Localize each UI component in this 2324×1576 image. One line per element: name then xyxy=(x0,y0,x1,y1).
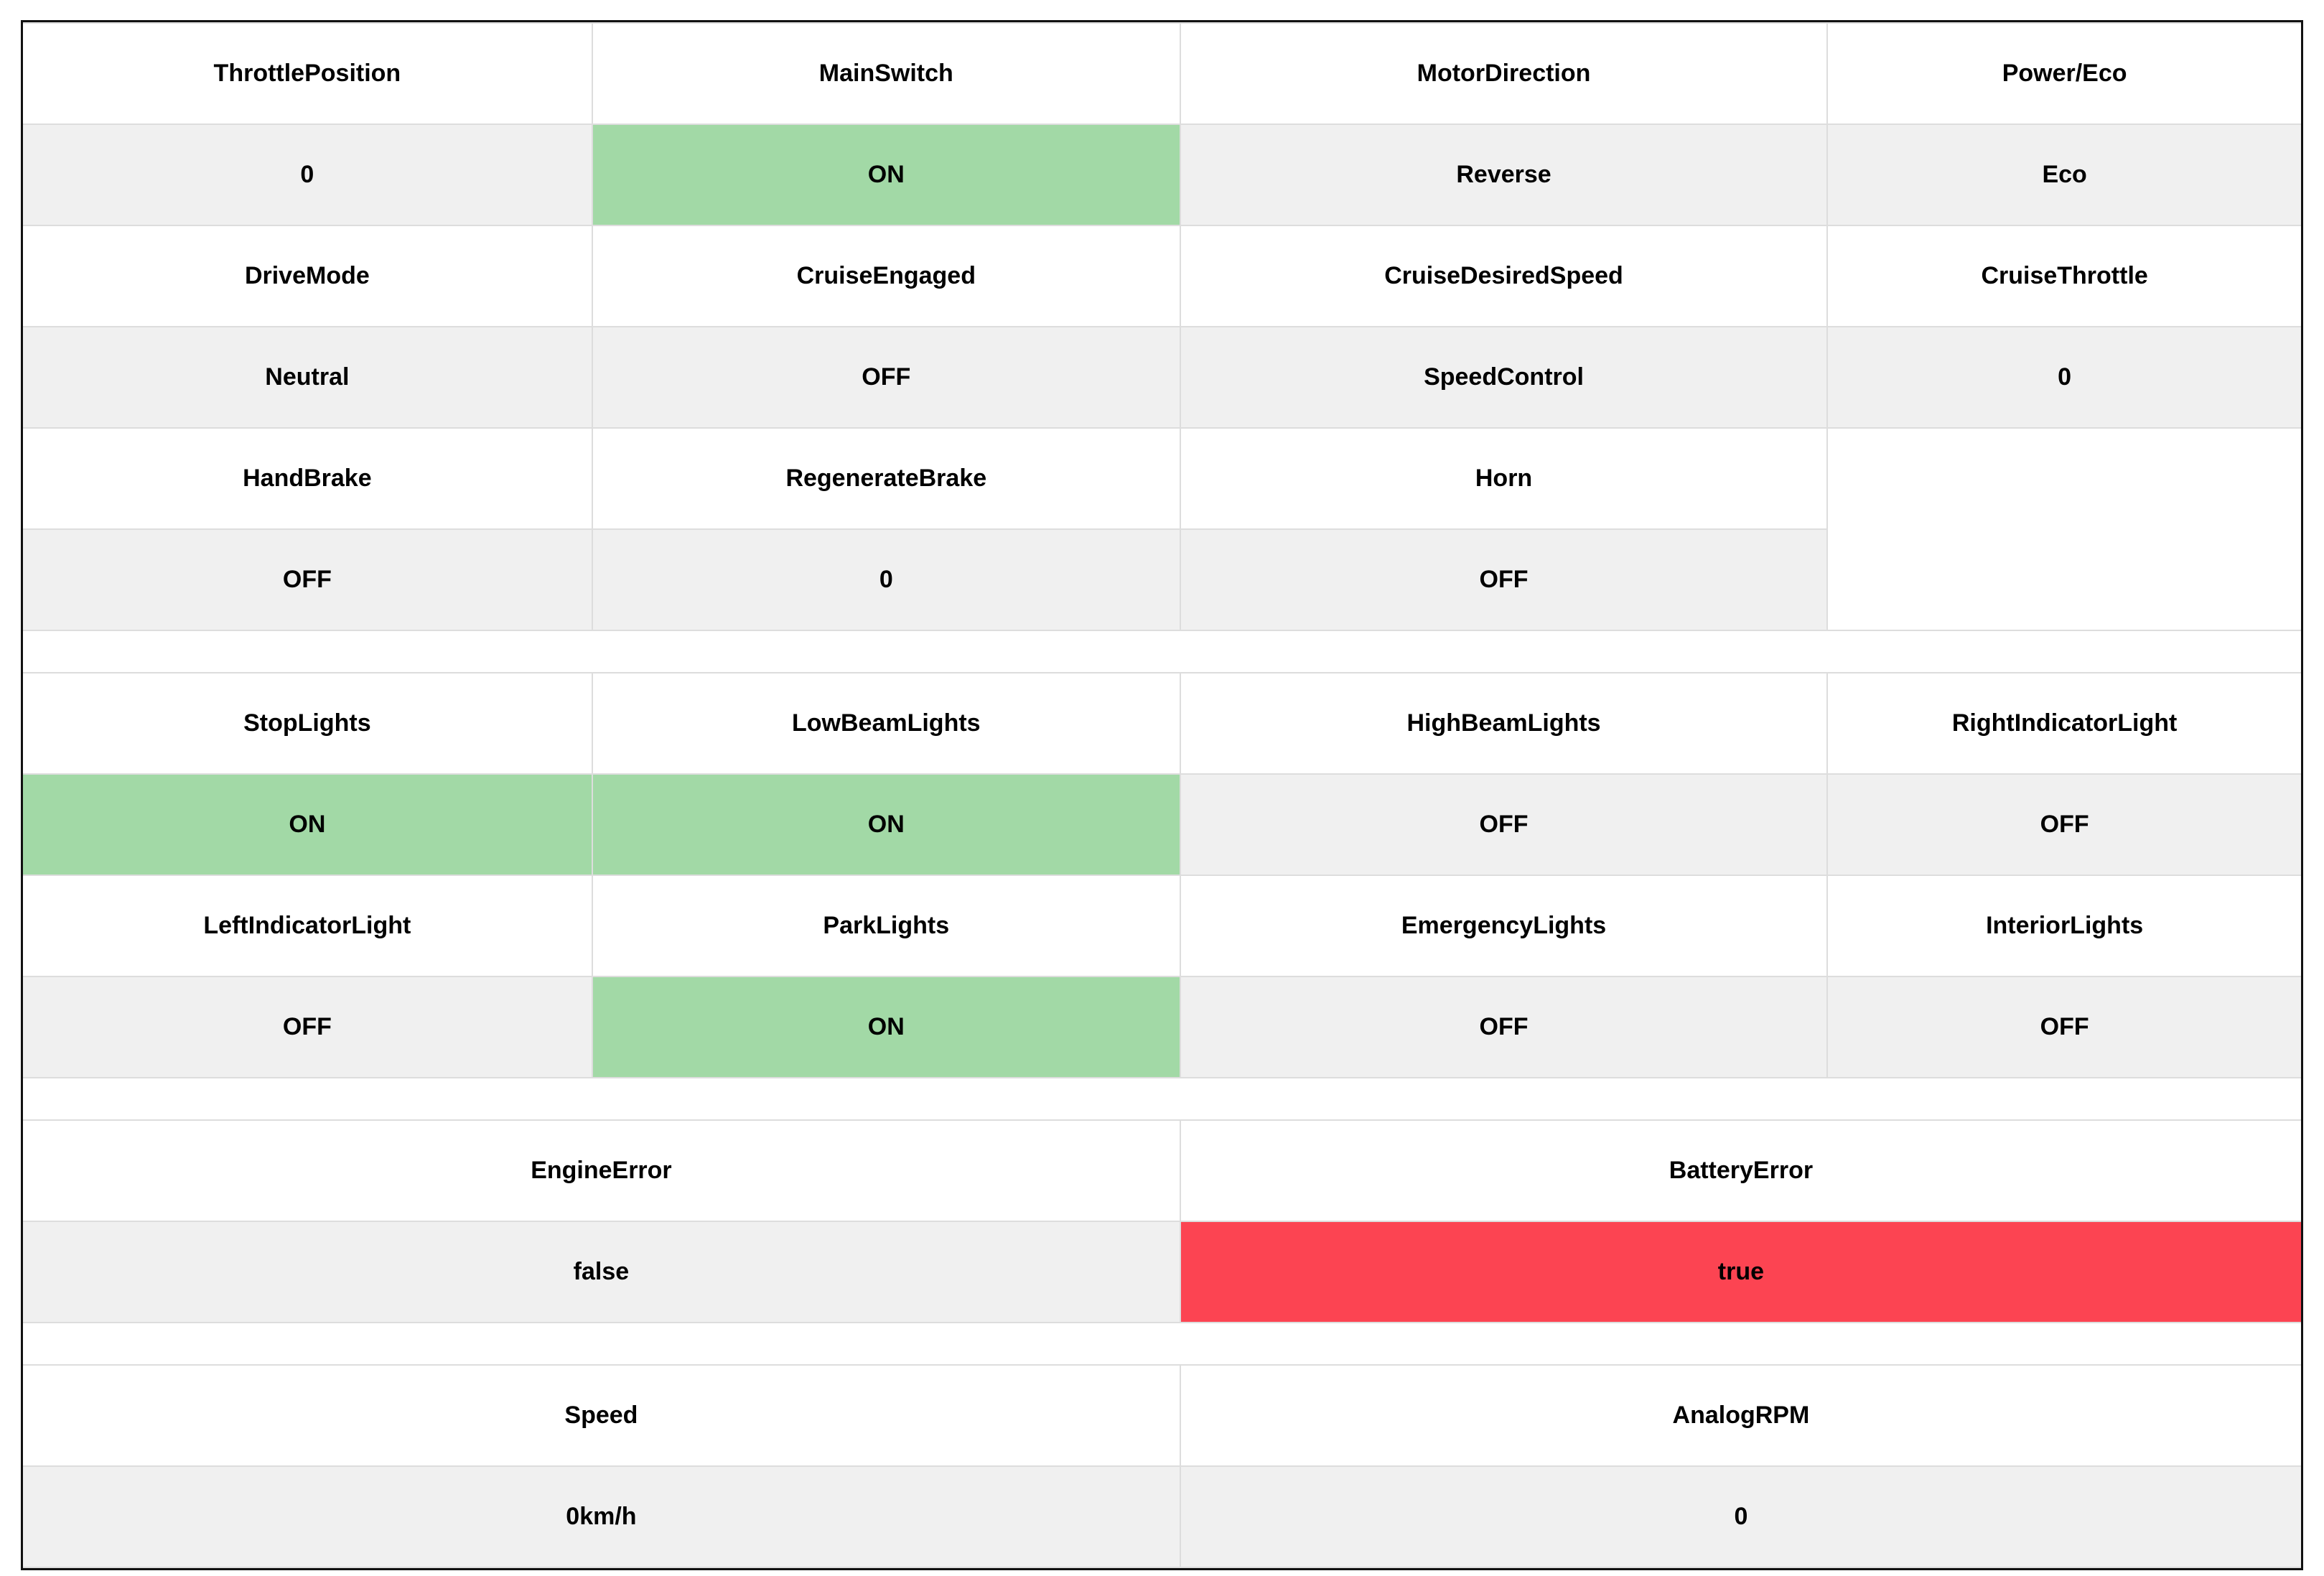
high-beam-lights-label: HighBeamLights xyxy=(1180,673,1827,773)
analog-rpm-value: 0 xyxy=(1180,1467,2301,1567)
cruise-desired-speed-value: SpeedControl xyxy=(1180,327,1827,427)
speed-value: 0km/h xyxy=(23,1467,1180,1567)
cruise-throttle-value: 0 xyxy=(1828,327,2301,427)
horn-value: OFF xyxy=(1180,530,1827,630)
right-indicator-light-value: OFF xyxy=(1828,775,2301,875)
section-gap xyxy=(23,1078,2301,1119)
power-eco-label: Power/Eco xyxy=(1828,24,2301,123)
emergency-lights-value: OFF xyxy=(1180,977,1827,1077)
errors-table: EngineError BatteryError false true xyxy=(23,1119,2301,1323)
hand-brake-label: HandBrake xyxy=(23,429,592,528)
section-gap xyxy=(23,1323,2301,1364)
interior-lights-label: InteriorLights xyxy=(1828,876,2301,976)
vehicle-dashboard: ThrottlePosition MainSwitch MotorDirecti… xyxy=(21,20,2303,1570)
main-switch-value: ON xyxy=(592,125,1180,225)
engine-error-value: false xyxy=(23,1222,1180,1322)
right-indicator-light-label: RightIndicatorLight xyxy=(1828,673,2301,773)
battery-error-label: BatteryError xyxy=(1180,1121,2301,1221)
cruise-throttle-label: CruiseThrottle xyxy=(1828,226,2301,326)
stop-lights-label: StopLights xyxy=(23,673,592,773)
low-beam-lights-label: LowBeamLights xyxy=(592,673,1180,773)
low-beam-lights-value: ON xyxy=(592,775,1180,875)
park-lights-value: ON xyxy=(592,977,1180,1077)
interior-lights-value: OFF xyxy=(1828,977,2301,1077)
horn-label: Horn xyxy=(1180,429,1827,528)
hand-brake-value: OFF xyxy=(23,530,592,630)
cruise-engaged-value: OFF xyxy=(592,327,1180,427)
park-lights-label: ParkLights xyxy=(592,876,1180,976)
left-indicator-light-value: OFF xyxy=(23,977,592,1077)
stop-lights-value: ON xyxy=(23,775,592,875)
left-indicator-light-label: LeftIndicatorLight xyxy=(23,876,592,976)
lights-status-table: StopLights LowBeamLights HighBeamLights … xyxy=(23,672,2301,1078)
cruise-engaged-label: CruiseEngaged xyxy=(592,226,1180,326)
analog-rpm-label: AnalogRPM xyxy=(1180,1366,2301,1465)
regenerate-brake-label: RegenerateBrake xyxy=(592,429,1180,528)
motor-direction-value: Reverse xyxy=(1180,125,1827,225)
throttle-position-label: ThrottlePosition xyxy=(23,24,592,123)
regenerate-brake-value: 0 xyxy=(592,530,1180,630)
main-switch-label: MainSwitch xyxy=(592,24,1180,123)
drive-mode-label: DriveMode xyxy=(23,226,592,326)
battery-error-value: true xyxy=(1180,1222,2301,1322)
throttle-position-value: 0 xyxy=(23,125,592,225)
power-eco-value: Eco xyxy=(1828,125,2301,225)
section-gap xyxy=(23,631,2301,672)
cruise-desired-speed-label: CruiseDesiredSpeed xyxy=(1180,226,1827,326)
engine-error-label: EngineError xyxy=(23,1121,1180,1221)
telemetry-table: Speed AnalogRPM 0km/h 0 xyxy=(23,1364,2301,1568)
drive-mode-value: Neutral xyxy=(23,327,592,427)
emergency-lights-label: EmergencyLights xyxy=(1180,876,1827,976)
motor-direction-label: MotorDirection xyxy=(1180,24,1827,123)
empty-cell xyxy=(1828,429,2301,630)
drive-status-table: ThrottlePosition MainSwitch MotorDirecti… xyxy=(23,22,2301,631)
speed-label: Speed xyxy=(23,1366,1180,1465)
high-beam-lights-value: OFF xyxy=(1180,775,1827,875)
